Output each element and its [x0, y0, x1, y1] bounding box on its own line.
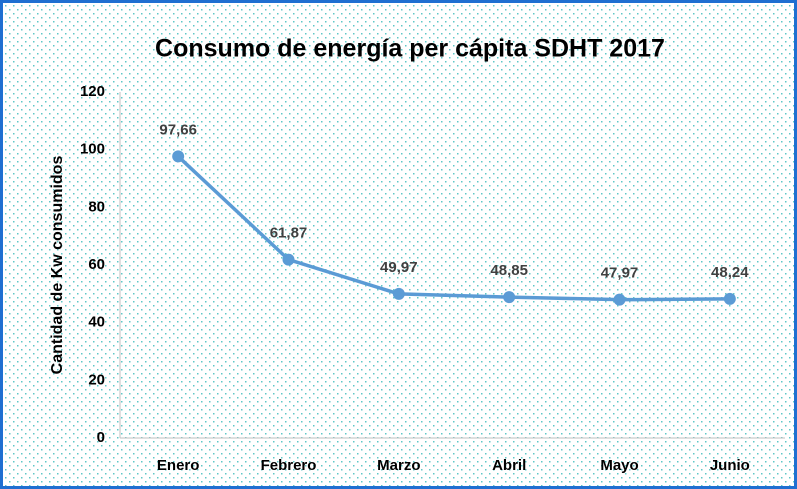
y-tick-label: 120 [80, 83, 105, 100]
data-line [176, 155, 730, 302]
data-label: 61,87 [270, 225, 308, 242]
y-tick-label: 20 [88, 371, 105, 388]
y-axis-label: Cantidad de Kw consumidos [49, 156, 66, 375]
x-tick-label: Abril [492, 457, 526, 474]
y-tick-label: 40 [88, 314, 105, 331]
data-point [503, 291, 516, 304]
y-tick-label: 60 [88, 256, 105, 273]
data-label: 48,24 [711, 264, 749, 281]
x-tick-label: Mayo [600, 457, 638, 474]
data-label: 49,97 [380, 259, 418, 276]
chart-title: Consumo de energía per cápita SDHT 2017 [155, 35, 665, 63]
data-point [613, 293, 626, 306]
data-point [172, 150, 185, 163]
y-tick-label: 80 [88, 198, 105, 215]
data-point [392, 287, 405, 300]
data-label: 97,66 [159, 121, 197, 138]
x-tick-label: Junio [710, 457, 750, 474]
data-point [282, 253, 295, 266]
x-tick-label: Marzo [377, 457, 420, 474]
x-tick-label: Enero [157, 457, 200, 474]
y-tick-label: 0 [97, 429, 105, 446]
data-point [723, 292, 736, 305]
data-label: 47,97 [601, 265, 639, 282]
x-tick-label: Febrero [261, 457, 317, 474]
data-label: 48,85 [490, 262, 528, 279]
y-tick-label: 100 [80, 141, 105, 158]
